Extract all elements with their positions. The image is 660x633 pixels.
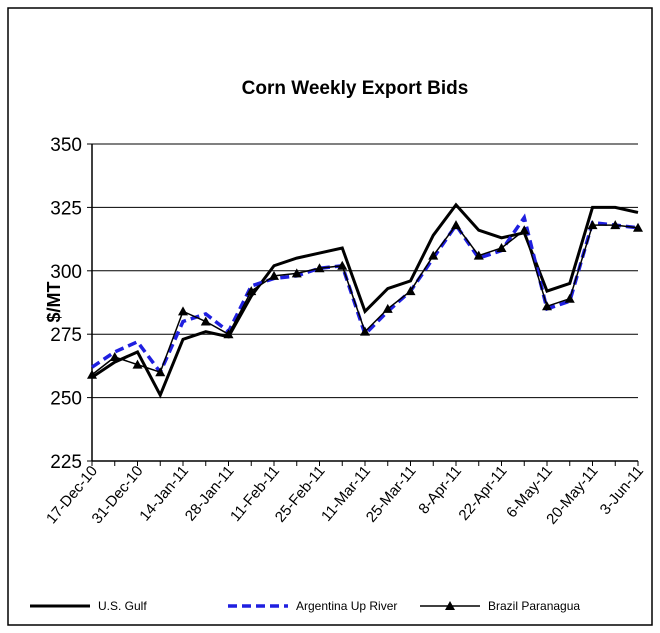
y-tick-label: 325 — [50, 198, 82, 219]
y-tick-label: 350 — [50, 135, 82, 156]
legend-label: Argentina Up River — [296, 599, 397, 613]
y-axis-label: $/MT — [44, 281, 64, 322]
legend-label: Brazil Paranagua — [488, 599, 580, 613]
marker — [200, 316, 211, 326]
marker — [451, 220, 461, 230]
marker — [587, 220, 598, 230]
y-tick-label: 275 — [50, 325, 82, 346]
marker — [132, 359, 143, 369]
marker — [428, 250, 439, 260]
marker — [314, 263, 325, 273]
marker — [360, 326, 370, 336]
marker — [246, 286, 257, 296]
marker — [496, 242, 507, 252]
marker — [291, 268, 302, 278]
marker — [542, 301, 552, 311]
marker — [109, 352, 120, 362]
marker — [610, 220, 621, 230]
marker — [87, 369, 97, 379]
marker — [405, 286, 416, 296]
y-tick-label: 300 — [50, 262, 82, 283]
marker — [382, 303, 393, 313]
marker — [269, 270, 279, 280]
marker — [519, 225, 530, 235]
legend-marker — [445, 601, 455, 610]
chart-title: Corn Weekly Export Bids — [242, 78, 469, 99]
series-line — [91, 202, 639, 399]
chart-frame — [7, 7, 653, 626]
marker — [223, 329, 234, 339]
y-tick-label: 250 — [50, 389, 82, 410]
y-tick-label: 225 — [50, 452, 82, 473]
marker — [178, 306, 188, 316]
marker — [473, 250, 484, 260]
marker — [337, 260, 348, 270]
legend-label: U.S. Gulf — [98, 599, 147, 613]
marker — [633, 222, 643, 232]
marker — [564, 293, 575, 303]
marker — [155, 367, 166, 377]
